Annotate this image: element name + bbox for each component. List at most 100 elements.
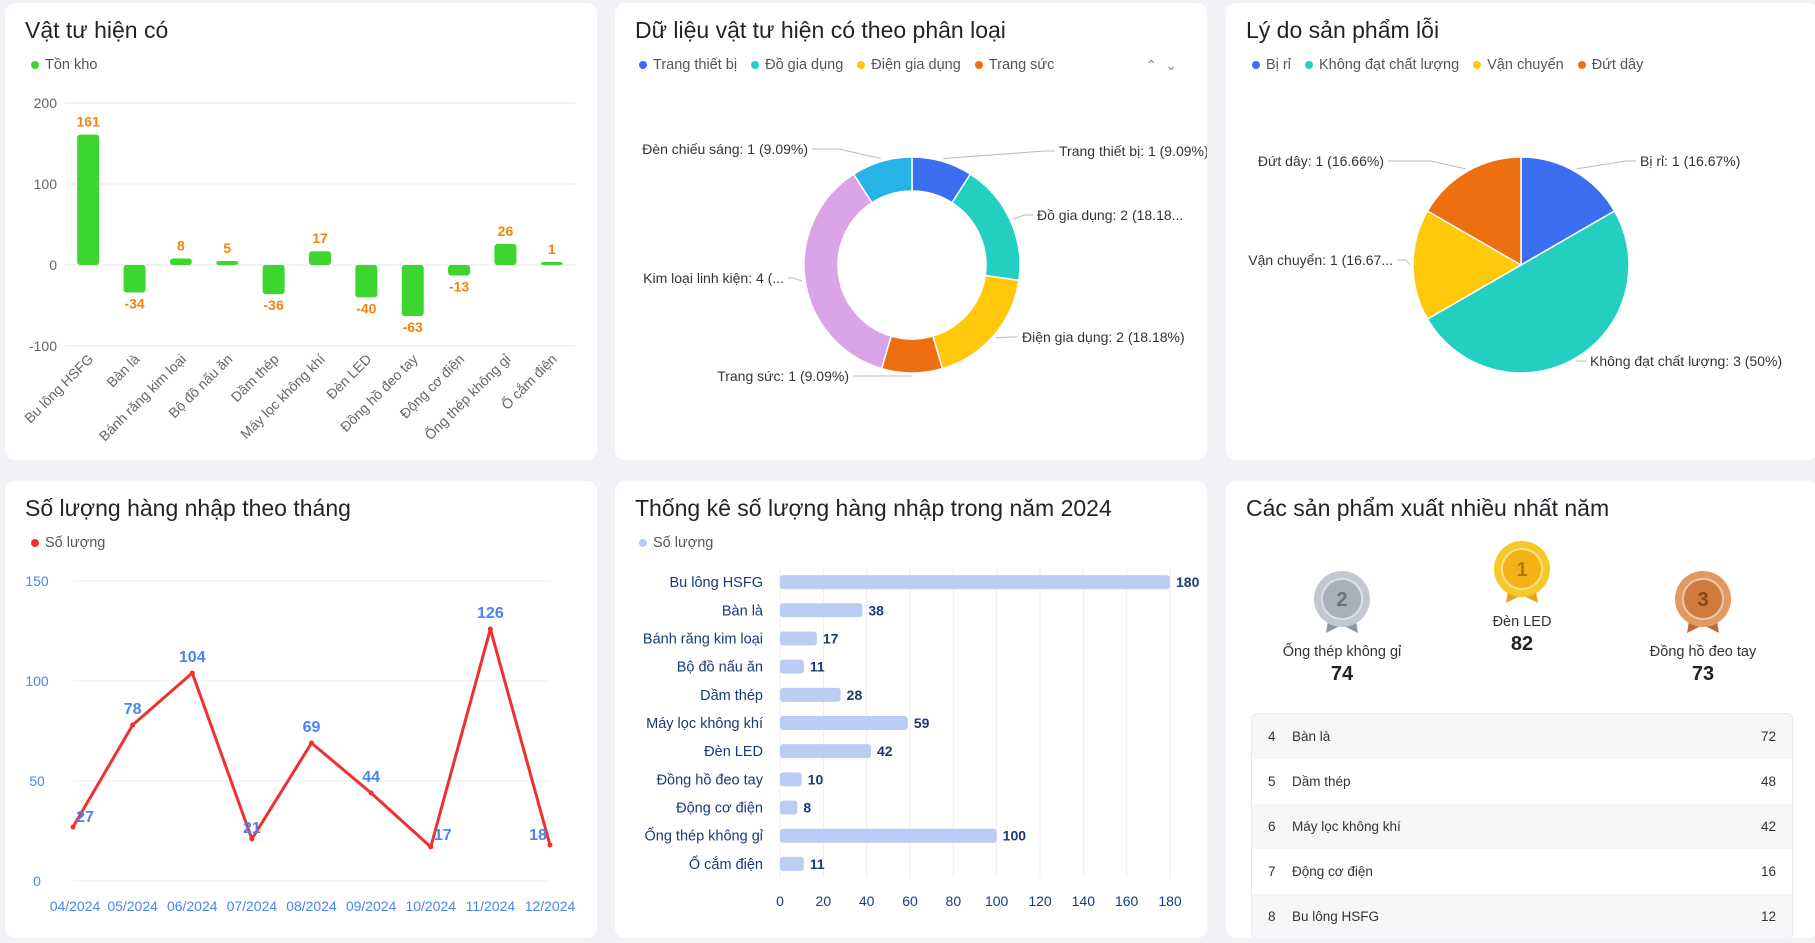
data-label: 59: [914, 715, 930, 731]
legend-item-quantity[interactable]: Số lượng: [639, 535, 713, 551]
x-tick-label: 180: [1158, 893, 1182, 909]
data-point[interactable]: [309, 740, 314, 746]
table-row[interactable]: 8 Bu lông HSFG 12: [1252, 894, 1792, 938]
bar-dong-co-dien[interactable]: [780, 800, 798, 815]
bar-dam-thep[interactable]: [780, 687, 841, 702]
legend-item-khong-dat-chat-luong[interactable]: Không đạt chất lượng: [1304, 57, 1459, 73]
bar-bo-do-nau-an[interactable]: [780, 659, 804, 674]
medal-rank: 1: [1516, 559, 1527, 581]
bar-dong-co-dien[interactable]: [448, 265, 471, 276]
legend-label: Đứt dây: [1591, 57, 1644, 73]
bar-dong-ho-deo-tay[interactable]: [780, 772, 802, 787]
legend-label: Điện gia dụng: [871, 57, 961, 73]
bar-may-loc-khong-khi[interactable]: [309, 251, 331, 265]
legend-label: Trang sức: [988, 57, 1055, 73]
bar-ban-la[interactable]: [123, 265, 146, 293]
slice-do-gia-dung[interactable]: [950, 173, 1021, 282]
bar-dong-ho-deo-tay[interactable]: [401, 265, 424, 317]
data-label: 27: [76, 809, 94, 826]
legend-dot: [31, 61, 39, 69]
medal-rank: 2: [1336, 589, 1347, 611]
data-point[interactable]: [189, 670, 195, 676]
podium-rank-1: 1 Đèn LED 82: [1432, 539, 1612, 656]
legend-item-do-gia-dung[interactable]: Đồ gia dụng: [751, 57, 843, 73]
bar-dam-thep[interactable]: [262, 265, 285, 295]
podium-name: Đèn LED: [1492, 614, 1552, 630]
product-qty: 12: [1760, 909, 1776, 924]
rank-number: 7: [1268, 864, 1276, 879]
table-row[interactable]: 5 Dầm thép 48: [1252, 759, 1792, 804]
data-label: 17: [312, 230, 328, 246]
legend-item-quantity[interactable]: Số lượng: [31, 535, 105, 551]
slice-van-chuyen[interactable]: [1412, 209, 1523, 321]
bar-ong-thep-khong-gi[interactable]: [494, 243, 517, 265]
data-point[interactable]: [130, 722, 136, 728]
data-point[interactable]: [368, 790, 374, 796]
rank-number: 4: [1268, 729, 1276, 744]
data-label: 17: [823, 630, 839, 646]
slice-khong-dat-chat-luong[interactable]: [1426, 209, 1630, 374]
product-name: Bàn là: [1292, 729, 1331, 744]
slice-dien-gia-dung[interactable]: [931, 274, 1020, 370]
slice-label: Đứt dây: 1 (16.66%): [1258, 153, 1384, 169]
slice-trang-suc[interactable]: [880, 335, 944, 374]
legend: Số lượng: [639, 535, 713, 551]
x-tick-label: 12/2024: [525, 898, 576, 914]
bar-den-led[interactable]: [780, 744, 871, 759]
bar-banh-rang-kim-loai[interactable]: [169, 258, 192, 265]
data-label: 28: [847, 687, 863, 703]
y-tick-label: Bàn là: [722, 603, 764, 619]
data-point[interactable]: [547, 842, 553, 848]
rank-number: 5: [1268, 774, 1276, 789]
bar-bo-do-nau-an[interactable]: [216, 260, 239, 265]
data-label: -36: [264, 297, 284, 313]
slice-bi-ri[interactable]: [1520, 156, 1616, 267]
data-point[interactable]: [428, 844, 434, 850]
bar-ong-thep-khong-gi[interactable]: [780, 828, 997, 843]
data-point[interactable]: [70, 824, 76, 830]
bar-may-loc-khong-khi[interactable]: [780, 716, 908, 730]
product-name: Dầm thép: [1292, 774, 1351, 789]
x-tick-label: 0: [776, 893, 784, 909]
legend-dot: [751, 61, 760, 69]
y-tick-label: Đèn LED: [704, 744, 763, 760]
horizontal-bar-chart: 0 20 40 60 80 100 120 140 160 180 180 Bu lông HSFG 3…: [643, 568, 1200, 909]
slice-dut-day[interactable]: [1426, 156, 1522, 267]
legend-item-van-chuyen[interactable]: Vận chuyển: [1473, 57, 1564, 73]
data-label: 5: [223, 240, 231, 256]
slice-kim-loai-linh-kien[interactable]: [803, 173, 893, 370]
legend-item-dut-day[interactable]: Đứt dây: [1577, 57, 1644, 73]
legend-label: Tồn kho: [45, 57, 98, 73]
card-title: Các sản phẩm xuất nhiều nhất năm: [1246, 495, 1610, 521]
data-point[interactable]: [487, 626, 493, 632]
bar-banh-rang-kim-loai[interactable]: [780, 631, 817, 646]
table-row[interactable]: 7 Động cơ điện 16: [1252, 849, 1792, 894]
table-row[interactable]: 6 Máy lọc không khí 42: [1252, 804, 1792, 849]
slice-label: Kim loại linh kiện: 4 (...: [643, 270, 784, 286]
legend-item-bi-ri[interactable]: Bị rỉ: [1252, 57, 1291, 73]
y-tick-label: 0: [49, 257, 57, 273]
label-leader: [812, 148, 881, 159]
table-row[interactable]: 4 Bàn là 72: [1252, 714, 1792, 759]
podium-rank-3: 3 Đồng hồ đeo tay 73: [1613, 569, 1793, 686]
bar-o-cam-dien[interactable]: [540, 262, 563, 265]
defect-pie-chart: Bị rỉ: 1 (16.67%) Không đạt chất lượng: 3…: [1248, 153, 1782, 374]
legend-item-stock[interactable]: Tồn kho: [31, 57, 97, 73]
legend-label: Số lượng: [45, 535, 106, 551]
series-line[interactable]: [71, 627, 552, 849]
bar-o-cam-dien[interactable]: [780, 856, 804, 871]
bar-bu-long-hsfg[interactable]: [77, 134, 100, 265]
y-tick-label: Ống thép không gỉ: [644, 827, 763, 845]
bar-den-led[interactable]: [355, 265, 378, 298]
bar-ban-la[interactable]: [780, 603, 863, 618]
legend-item-dien-gia-dung[interactable]: Điện gia dụng: [857, 57, 961, 73]
legend-page-nav[interactable]: ⌃⌄: [1145, 57, 1185, 73]
legend-item-trang-suc[interactable]: Trang sức: [974, 57, 1055, 73]
y-tick-label: Bánh răng kim loại: [643, 631, 763, 647]
y-tick-label: Đồng hồ đeo tay: [657, 772, 764, 788]
legend-item-trang-thiet-bi[interactable]: Trang thiết bị: [639, 57, 737, 73]
bar-bu-long-hsfg[interactable]: [780, 575, 1170, 590]
data-point[interactable]: [249, 836, 255, 842]
slice-label: Bị rỉ: 1 (16.67%): [1640, 153, 1740, 169]
slice-den-chieu-sang[interactable]: [852, 156, 913, 204]
